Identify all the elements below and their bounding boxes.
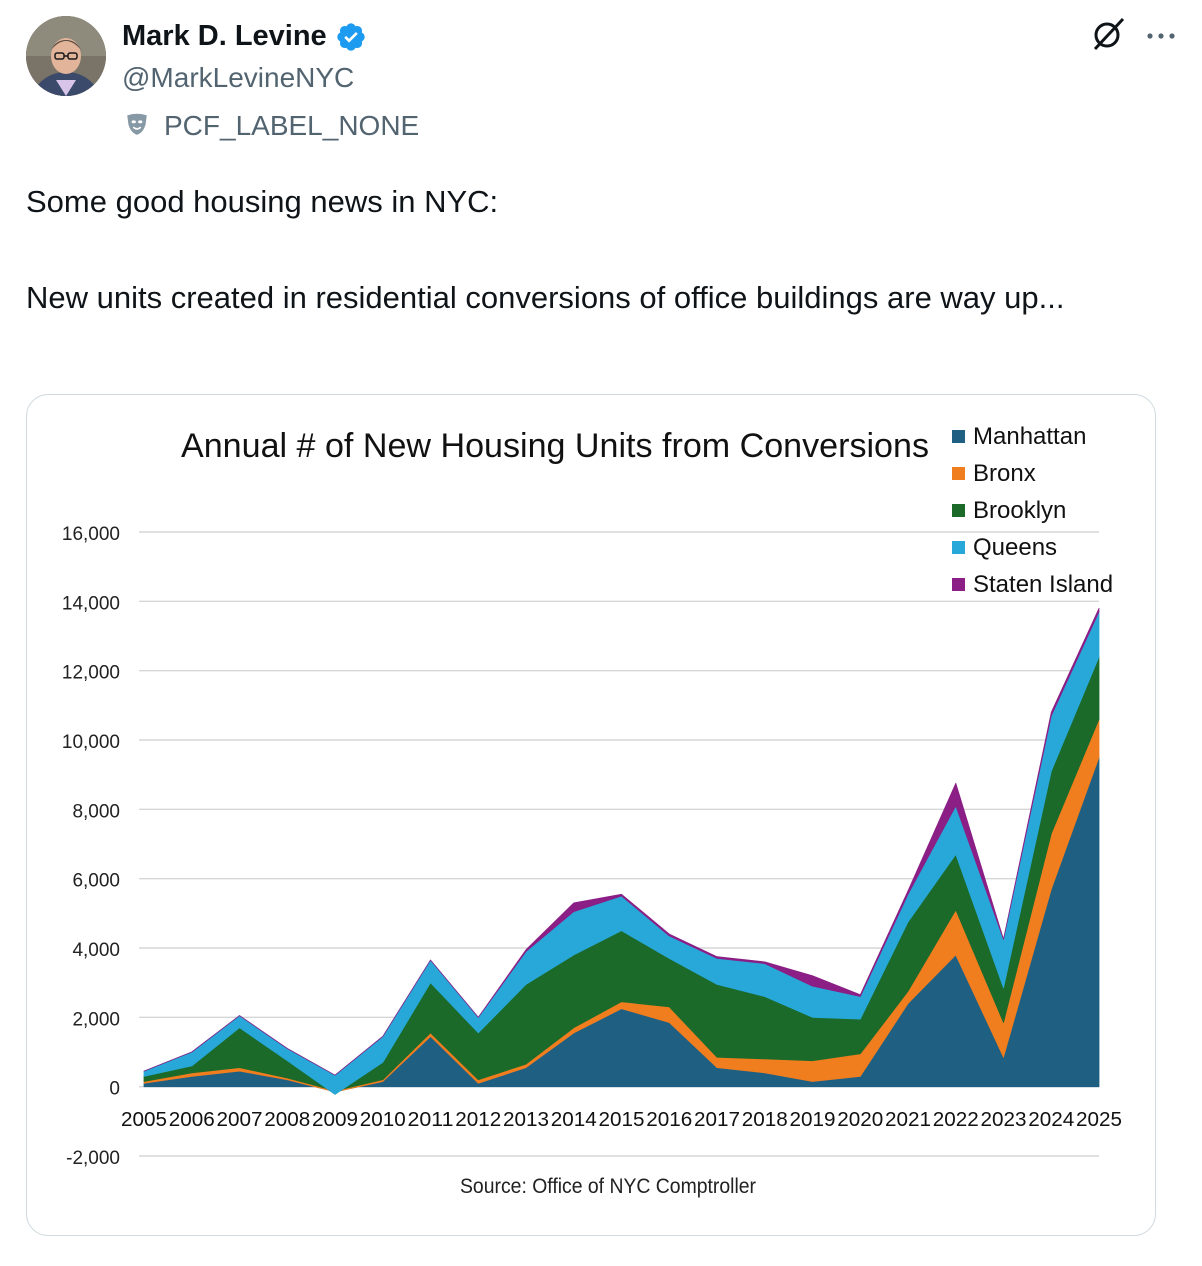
series-area-staten-island xyxy=(143,607,1100,1076)
legend-label: Brooklyn xyxy=(973,497,1066,524)
more-icon[interactable] xyxy=(1146,28,1176,46)
legend-label: Staten Island xyxy=(973,571,1113,598)
label-mask-icon xyxy=(124,111,150,142)
grok-icon[interactable] xyxy=(1090,16,1126,57)
legend: Manhattan Bronx Brooklyn Queens Staten Islan… xyxy=(952,423,1113,598)
x-tick-label: 2014 xyxy=(551,1109,597,1131)
x-tick-label: 2007 xyxy=(217,1109,263,1131)
y-tick-label: -2,000 xyxy=(66,1148,120,1169)
tweet-media-chart[interactable]: 16,000 14,000 12,000 10,000 8,000 6,000 4,000 2… xyxy=(26,394,1156,1236)
y-tick-label: 8,000 xyxy=(72,801,120,822)
area-chart: 16,000 14,000 12,000 10,000 8,000 6,000 4,000 2… xyxy=(62,423,1122,1198)
x-tick-label: 2022 xyxy=(933,1109,979,1131)
legend-swatch xyxy=(952,504,965,517)
y-tick-label: 6,000 xyxy=(72,871,120,892)
x-tick-label: 2012 xyxy=(455,1109,501,1131)
x-tick-label: 2013 xyxy=(503,1109,549,1131)
y-tick-label: 16,000 xyxy=(62,524,120,545)
label-text: PCF_LABEL_NONE xyxy=(164,110,420,141)
chart-title: Annual # of New Housing Units from Conve… xyxy=(181,427,929,465)
x-tick-label: 2017 xyxy=(694,1109,740,1131)
y-tick-label: 12,000 xyxy=(62,663,120,684)
x-tick-label: 2009 xyxy=(312,1109,358,1131)
legend-label: Queens xyxy=(973,534,1057,561)
y-tick-label: 0 xyxy=(109,1079,120,1100)
x-tick-label: 2020 xyxy=(837,1109,883,1131)
x-tick-label: 2011 xyxy=(408,1109,454,1131)
tweet-text-line: New units created in residential convers… xyxy=(26,280,1065,315)
x-tick-label: 2016 xyxy=(646,1109,692,1131)
tick-layer: 16,000 14,000 12,000 10,000 8,000 6,000 4,000 2… xyxy=(62,524,1122,1169)
legend-label: Bronx xyxy=(973,460,1036,487)
legend-swatch xyxy=(952,467,965,480)
x-tick-label: 2023 xyxy=(981,1109,1027,1131)
tweet-text-line: Some good housing news in NYC: xyxy=(26,184,499,219)
avatar-image xyxy=(26,16,106,96)
avatar[interactable] xyxy=(26,16,106,96)
legend-swatch xyxy=(952,578,965,591)
x-tick-label: 2024 xyxy=(1028,1109,1074,1131)
author-row: Mark D. Levine xyxy=(122,20,367,53)
author-handle[interactable]: @MarkLevineNYC xyxy=(122,62,355,93)
author-name[interactable]: Mark D. Levine xyxy=(122,20,327,52)
y-tick-label: 2,000 xyxy=(72,1009,120,1030)
x-tick-label: 2008 xyxy=(264,1109,310,1131)
chart-source: Source: Office of NYC Comptroller xyxy=(460,1175,756,1198)
legend-swatch xyxy=(952,430,965,443)
verified-badge-icon[interactable] xyxy=(335,21,367,53)
tweet-text: Some good housing news in NYC: New units… xyxy=(26,178,1166,322)
x-tick-label: 2019 xyxy=(790,1109,836,1131)
x-tick-label: 2015 xyxy=(599,1109,645,1131)
x-tick-label: 2018 xyxy=(742,1109,788,1131)
top-actions xyxy=(1090,16,1176,57)
x-tick-label: 2025 xyxy=(1076,1109,1122,1131)
y-tick-label: 14,000 xyxy=(62,593,120,614)
y-tick-label: 10,000 xyxy=(62,732,120,753)
x-tick-label: 2021 xyxy=(885,1109,931,1131)
tweet-header: Mark D. Levine @MarkLevineNYC PCF_LABEL_… xyxy=(26,16,1176,146)
x-tick-label: 2005 xyxy=(121,1109,167,1131)
legend-label: Manhattan xyxy=(973,423,1086,450)
area-layer xyxy=(143,607,1100,1095)
account-label: PCF_LABEL_NONE xyxy=(124,110,419,142)
legend-swatch xyxy=(952,541,965,554)
x-tick-label: 2010 xyxy=(360,1109,406,1131)
x-tick-label: 2006 xyxy=(169,1109,215,1131)
y-tick-label: 4,000 xyxy=(72,940,120,961)
